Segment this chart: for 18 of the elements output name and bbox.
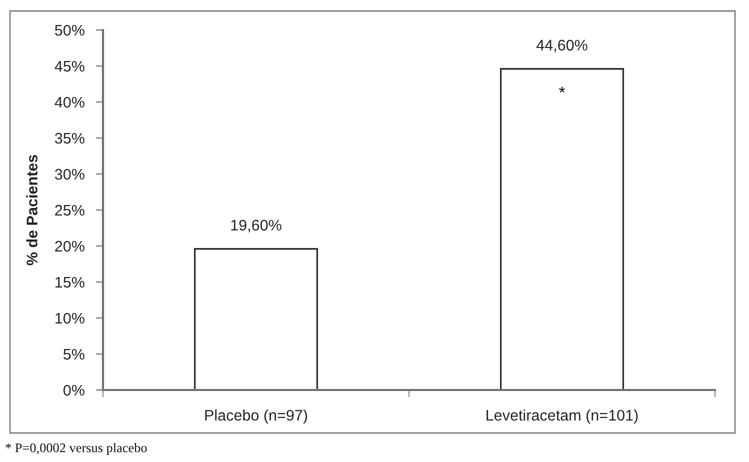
y-tick-label: 50% bbox=[54, 24, 84, 36]
y-tick-label: 10% bbox=[56, 312, 84, 324]
y-tick-label: 25% bbox=[55, 204, 84, 216]
y-tick-label: 20% bbox=[55, 240, 84, 252]
y-tick-label: 5% bbox=[63, 348, 84, 360]
y-tick-label: 15% bbox=[56, 276, 84, 288]
y-axis-title: % de Pacientes bbox=[26, 155, 38, 266]
x-tick-label: Levetiracetam (n=101) bbox=[486, 409, 638, 424]
y-tick-label: 40% bbox=[54, 96, 84, 108]
data-label: 44,60% bbox=[536, 40, 588, 52]
text: * P=0,0002 versus placebo bbox=[6, 443, 147, 455]
annotation: * bbox=[559, 86, 565, 93]
y-tick-label: 35% bbox=[54, 132, 84, 144]
x-tick-label: Placebo (n=97) bbox=[205, 409, 308, 424]
data-label: 19,60% bbox=[231, 220, 282, 232]
y-tick-label: 0% bbox=[63, 384, 84, 396]
y-tick-label: 45% bbox=[54, 60, 84, 72]
y-tick-label: 30% bbox=[54, 168, 84, 180]
